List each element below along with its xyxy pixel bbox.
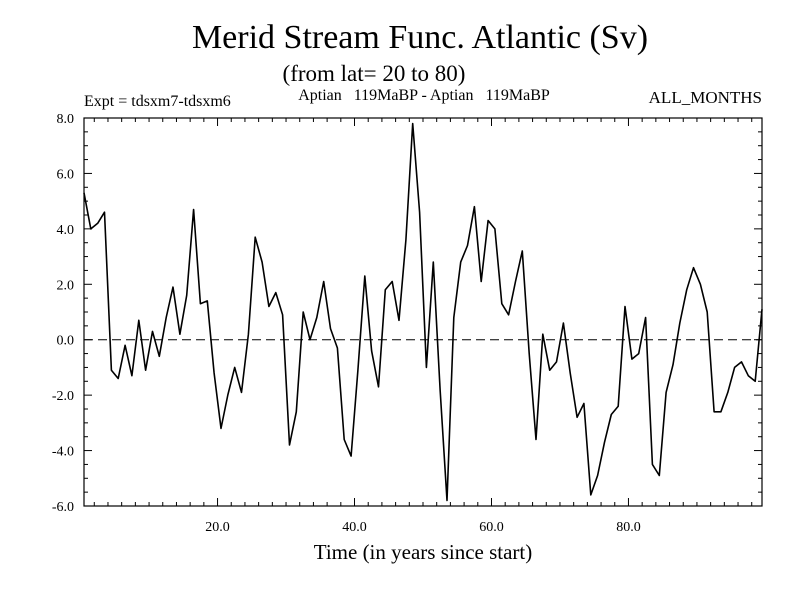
y-tick-label: -2.0 bbox=[52, 389, 74, 404]
y-tick-label: 4.0 bbox=[57, 223, 75, 238]
y-tick-label: 6.0 bbox=[57, 167, 75, 182]
experiment-label: Expt = tdsxm7-tdsxm6 bbox=[84, 93, 231, 110]
x-tick-label: 40.0 bbox=[342, 520, 367, 535]
plot-frame bbox=[83, 117, 763, 507]
series-line bbox=[83, 122, 763, 502]
chart-subtitle: (from lat= 20 to 80) bbox=[283, 61, 466, 86]
months-label: ALL_MONTHS bbox=[649, 88, 762, 107]
plot-area: 20.0 40.0 60.0 80.0 -6.0 -4.0 -2.0 0.0 2.0 4.0 6.0… bbox=[52, 112, 763, 535]
x-tick-label: 80.0 bbox=[616, 520, 641, 535]
x-axis-label: Time (in years since start) bbox=[314, 540, 533, 564]
y-tick-label: 2.0 bbox=[57, 278, 75, 293]
period-label: Aptian 119MaBP - Aptian 119MaBP bbox=[298, 87, 550, 104]
y-tick-label: 8.0 bbox=[57, 112, 75, 127]
x-tick-label: 60.0 bbox=[479, 520, 504, 535]
x-tick-label: 20.0 bbox=[205, 520, 230, 535]
y-tick-label: 0.0 bbox=[57, 334, 75, 349]
chart-title: Merid Stream Func. Atlantic (Sv) bbox=[192, 19, 648, 56]
y-tick-label: -4.0 bbox=[52, 445, 74, 460]
y-tick-label: -6.0 bbox=[52, 500, 74, 515]
